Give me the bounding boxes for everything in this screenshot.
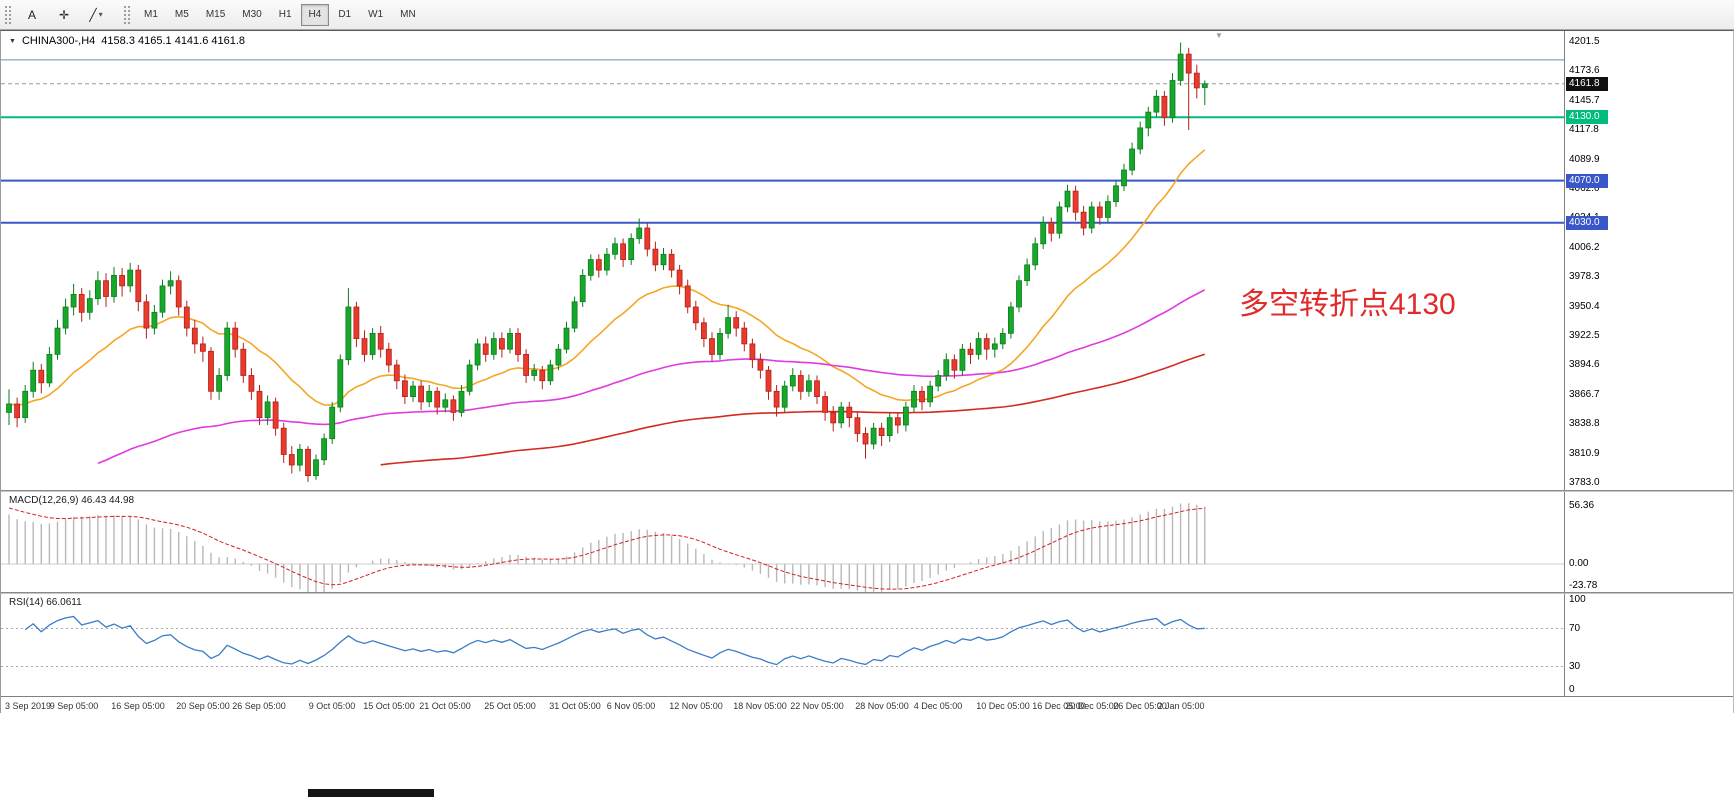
time-label: 3 Sep 2019: [5, 701, 52, 711]
time-label: 16 Sep 05:00: [111, 701, 165, 711]
ma-fast-line: [8, 149, 1206, 407]
price-badge-4070.0: 4070.0: [1566, 174, 1608, 188]
price-tick: 4117.8: [1569, 124, 1599, 135]
timeframe-button-h1[interactable]: H1: [278, 9, 292, 20]
ma-slow-line: [380, 353, 1206, 466]
macd-label: MACD(12,26,9) 46.43 44.98: [9, 495, 135, 506]
macd-tick: -23.78: [1569, 580, 1598, 591]
rsi-tick: 30: [1569, 661, 1581, 672]
main-chart-panel: ▼ CHINA300-,H4 4158.3 4165.1 4141.6 4161…: [1, 31, 1733, 490]
timeframe-toolbar-handle[interactable]: [123, 4, 131, 25]
macd-tick: 0.00: [1569, 558, 1589, 569]
shift-marker-icon: ▼: [1215, 31, 1223, 40]
price-tick: 3810.9: [1569, 448, 1600, 459]
macd-panel: MACD(12,26,9) 46.43 44.98 56.36 0.00 -23.7…: [1, 492, 1733, 592]
symbol-dropdown-icon: ▼: [9, 37, 16, 45]
rsi-tick: 100: [1569, 594, 1586, 605]
time-label: 9 Sep 05:00: [49, 701, 99, 711]
price-tick: 4201.5: [1569, 36, 1600, 47]
time-label: 18 Nov 05:00: [733, 701, 787, 711]
rsi-label: RSI(14) 66.0611: [9, 597, 82, 608]
time-label: 31 Oct 05:00: [549, 701, 601, 711]
price-tick: 4173.6: [1569, 65, 1600, 76]
timeframe-button-m5[interactable]: M5: [174, 9, 189, 20]
macd-axis[interactable]: 56.36 0.00 -23.78: [1564, 492, 1733, 592]
timeframe-button-d1[interactable]: D1: [338, 9, 352, 20]
price-tick: 3894.6: [1569, 359, 1600, 370]
price-badge-4161.8: 4161.8: [1566, 77, 1608, 91]
price-axis[interactable]: 4201.54173.64145.74117.84089.94062.04034…: [1564, 31, 1733, 490]
time-label: 22 Nov 05:00: [790, 701, 844, 711]
symbol-period-label: CHINA300-,H4: [21, 35, 96, 47]
time-label: 26 Dec 05:00: [1113, 701, 1167, 711]
time-axis[interactable]: 3 Sep 2019 9 Sep 05:00 16 Sep 05:00 20 Sep …: [1, 696, 1733, 715]
time-label: 9 Oct 05:00: [308, 701, 356, 711]
timeframe-button-m1[interactable]: M1: [144, 9, 158, 20]
price-tick: 4006.2: [1569, 242, 1600, 253]
toolbar-drag-handle[interactable]: [4, 4, 12, 25]
price-tick: 3838.8: [1569, 418, 1600, 429]
rsi-tick: 70: [1569, 623, 1581, 634]
timeframe-button-w1[interactable]: W1: [368, 9, 384, 20]
macd-histogram: [8, 503, 1206, 592]
price-tick: 4089.9: [1569, 154, 1600, 165]
macd-tick: 56.36: [1569, 500, 1595, 511]
price-tick: 4145.7: [1569, 95, 1600, 106]
price-badge-4030.0: 4030.0: [1566, 216, 1608, 230]
time-label: 28 Nov 05:00: [855, 701, 909, 711]
bottom-black-strip: [308, 789, 434, 797]
trendline-icon: ╱: [89, 7, 97, 22]
time-label: 15 Oct 05:00: [363, 701, 415, 711]
panel-separator-2[interactable]: [1, 592, 1733, 594]
crosshair-tool-button[interactable]: ✛: [58, 7, 70, 22]
price-tick: 4062.0: [1569, 183, 1600, 194]
price-tick: 3950.4: [1569, 301, 1600, 312]
macd-canvas[interactable]: [1, 492, 1564, 592]
time-label: 2 Jan 05:00: [1157, 701, 1205, 711]
chart-window: ▼ CHINA300-,H4 4158.3 4165.1 4141.6 4161…: [0, 30, 1734, 715]
price-tick: 3783.0: [1569, 477, 1600, 488]
rsi-line: [24, 615, 1205, 666]
panel-separator[interactable]: [1, 490, 1733, 492]
ma-mid-line: [97, 289, 1206, 465]
toolbar: A ✛ ╱ ▾ M1 M5 M15 M30 H1 H4 D1 W1 MN: [0, 0, 1734, 30]
time-label: 6 Nov 05:00: [606, 701, 656, 711]
draw-tools-button[interactable]: ╱ ▾: [81, 3, 111, 27]
macd-signal-line: [8, 507, 1205, 590]
rsi-panel: RSI(14) 66.0611 100 70 30 0: [1, 594, 1733, 696]
timeframe-button-m15[interactable]: M15: [205, 9, 226, 20]
price-tick: 3866.7: [1569, 389, 1600, 400]
time-label: 25 Oct 05:00: [484, 701, 536, 711]
time-label: 20 Dec 05:00: [1065, 701, 1119, 711]
chart-title: ▼ CHINA300-,H4 4158.3 4165.1 4141.6 4161…: [9, 35, 245, 47]
candles-layer: [6, 42, 1208, 482]
price-tick: 3922.5: [1569, 330, 1600, 341]
timeframe-button-mn[interactable]: MN: [400, 9, 416, 20]
timeframe-button-m30[interactable]: M30: [242, 9, 262, 20]
rsi-tick: 0: [1569, 684, 1575, 695]
price-tick: 3978.3: [1569, 271, 1600, 282]
rsi-canvas[interactable]: [1, 594, 1564, 696]
text-tool-button[interactable]: A: [27, 7, 36, 22]
time-label: 21 Oct 05:00: [419, 701, 471, 711]
ohlc-values: 4158.3 4165.1 4141.6 4161.8: [101, 35, 246, 47]
chart-canvas[interactable]: [1, 31, 1564, 490]
time-label: 4 Dec 05:00: [913, 701, 963, 711]
timeframe-button-h4[interactable]: H4: [300, 3, 330, 26]
time-label: 12 Nov 05:00: [669, 701, 723, 711]
price-badge-4130.0: 4130.0: [1566, 110, 1608, 124]
dropdown-caret-icon: ▾: [98, 10, 103, 19]
annotation-text: 多空转折点4130: [1239, 288, 1456, 321]
timeframe-toolbar: M1 M5 M15 M30 H1 H4 D1 W1 MN: [136, 3, 425, 26]
rsi-axis[interactable]: 100 70 30 0: [1564, 594, 1733, 696]
time-label: 20 Sep 05:00: [176, 701, 230, 711]
time-label: 16 Dec 05:00: [1032, 701, 1086, 711]
time-label: 26 Sep 05:00: [232, 701, 286, 711]
time-label: 10 Dec 05:00: [976, 701, 1030, 711]
